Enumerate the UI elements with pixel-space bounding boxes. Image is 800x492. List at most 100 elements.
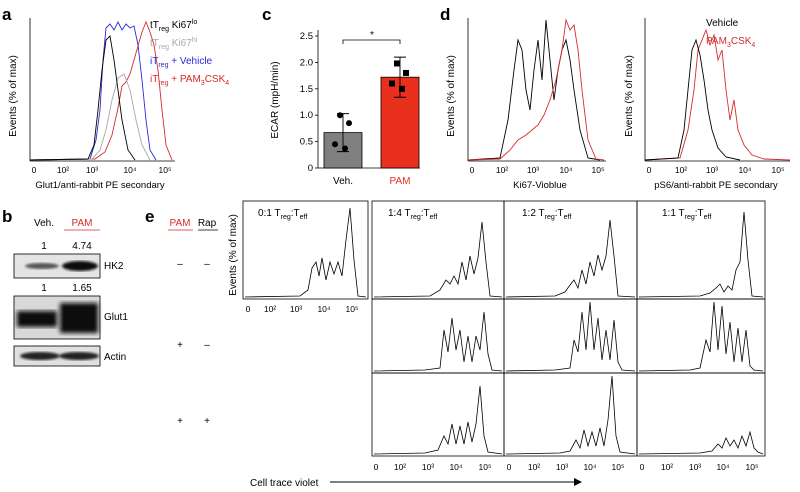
- hk2-value-veh: 1: [41, 241, 47, 252]
- legend-itreg-pam: iTreg + PAM3CSK4: [150, 74, 229, 87]
- column-header-pam: PAM: [170, 218, 191, 229]
- tick-label: 10⁵: [159, 165, 172, 175]
- hist-ki67-vehicle: [467, 19, 601, 161]
- row3-pam: +: [177, 416, 183, 427]
- row2-pam: +: [177, 340, 183, 351]
- panel-a-xlabel: Glut1/anti-rabbit PE secondary: [35, 180, 165, 191]
- hist-ps6-vehicle: [644, 38, 741, 161]
- tick-label: 0: [374, 462, 379, 472]
- tick-label: 10²: [675, 165, 687, 175]
- glut1-value-pam: 1.65: [72, 283, 92, 294]
- hk2-value-pam: 4.74: [72, 241, 92, 252]
- panel-e-xlabel: Cell trace violet: [250, 478, 319, 489]
- panel-c-xlabels: Veh. PAM: [333, 176, 410, 187]
- panel-a-ylabel: Events (% of max): [8, 55, 19, 137]
- glut1-value-veh: 1: [41, 283, 47, 294]
- panel-e-ylabel: Events (% of max): [228, 214, 239, 296]
- tick-label: 10³: [706, 165, 718, 175]
- hist-ki67-pam: [467, 18, 605, 161]
- column-title-1-1: 1:1 Treg:Teff: [662, 208, 711, 221]
- hist-e-1-2-r3: [505, 375, 636, 455]
- data-point: [337, 112, 343, 119]
- tick-label: 10²: [661, 462, 673, 472]
- tick-label: 0: [507, 462, 512, 472]
- legend-ttreg-ki67lo: tTreg Ki67lo: [150, 19, 197, 33]
- legend-vehicle: Vehicle: [706, 18, 739, 29]
- hist-e-1-1-r3: [638, 430, 764, 455]
- column-title-0-1: 0:1 Treg:Teff: [258, 208, 307, 221]
- tick-label: 10³: [527, 165, 539, 175]
- tick-label: 10³: [290, 304, 302, 314]
- tick-label: 10³: [556, 462, 568, 472]
- panel-label-a: a: [2, 5, 12, 24]
- hist-e-1-4-r1: [373, 221, 503, 298]
- ytick-label: 2.0: [300, 57, 313, 68]
- panel-c-ylabel: ECAR (mpH/min): [270, 61, 281, 138]
- panel-c-marks: [323, 56, 420, 169]
- ytick-label: 1.5: [300, 84, 313, 95]
- band-label-actin: Actin: [104, 352, 126, 363]
- data-point: [394, 60, 400, 67]
- hist-e-0-1: [244, 207, 367, 298]
- row1-pam: –: [177, 259, 183, 270]
- tick-label: 0: [640, 462, 645, 472]
- tick-label: 10⁵: [346, 304, 359, 314]
- hist-itreg-pam: [29, 20, 173, 161]
- category-label: PAM: [390, 176, 411, 187]
- panel-e-grid: [242, 200, 766, 457]
- panel-e-col0-xticks: 0 10² 10³ 10⁴ 10⁵: [246, 304, 359, 314]
- tick-label: 10⁴: [716, 462, 729, 472]
- legend-pam3csk4: PAM3CSK4: [706, 36, 755, 49]
- panel-a-xticks: 0 10² 10³ 10⁴ 10⁵: [32, 165, 172, 175]
- tick-label: 10²: [264, 304, 276, 314]
- panel-c: c ECAR (mpH/min) 0 0.5 1.0 1.5 2.0 2.5 Veh. PA…: [262, 5, 420, 187]
- ytick-label: 0: [308, 163, 313, 174]
- ytick-label: 0.5: [300, 137, 313, 148]
- row2-rap: –: [204, 340, 210, 351]
- panel-e: e PAM Rap – – + – + + Events (% of max) …: [145, 200, 766, 489]
- hist-e-1-4-r2: [373, 311, 503, 372]
- tick-label: 10³: [422, 462, 434, 472]
- tick-label: 10⁴: [449, 462, 462, 472]
- hist-ps6-pam: [644, 28, 791, 161]
- significance-star: *: [370, 30, 374, 41]
- panel-d-ylabel-1: Events (% of max): [446, 55, 457, 137]
- column-title-1-4: 1:4 Treg:Teff: [388, 208, 437, 221]
- tick-label: 0: [32, 165, 37, 175]
- lane-label-veh: Veh.: [34, 218, 54, 229]
- panel-a-legend: tTreg Ki67lo tTreg Ki67hi iTreg + Vehicl…: [150, 19, 229, 87]
- tick-label: 10⁵: [612, 462, 625, 472]
- tick-label: 10³: [86, 165, 98, 175]
- hist-e-1-1-r1: [638, 211, 764, 298]
- row1-rap: –: [204, 259, 210, 270]
- panel-label-c: c: [262, 5, 271, 24]
- tick-label: 0: [647, 165, 652, 175]
- data-point: [332, 141, 338, 148]
- panel-label-e: e: [145, 207, 154, 226]
- panel-d-xlabel-2: pS6/anti-rabbit PE secondary: [654, 180, 778, 191]
- tick-label: 10⁵: [592, 165, 605, 175]
- tick-label: 10⁴: [123, 165, 136, 175]
- tick-label: 10⁵: [746, 462, 759, 472]
- hist-itreg-vehicle: [29, 20, 157, 161]
- hist-ttreg-ki67lo: [29, 35, 136, 161]
- panel-d: d Events (% of max) 0 10² 10³ 10⁴ 10⁵ Ki…: [440, 5, 791, 191]
- ytick-label: 1.0: [300, 110, 313, 121]
- column-header-rap: Rap: [198, 218, 217, 229]
- tick-label: 10⁴: [738, 165, 751, 175]
- panel-a: a Events (% of max) 0 10² 10³ 10⁴ 10⁵ Gl…: [2, 5, 229, 191]
- tick-label: 10⁴: [317, 304, 330, 314]
- tick-label: 10⁴: [583, 462, 596, 472]
- tick-label: 10²: [394, 462, 406, 472]
- ytick-label: 2.5: [300, 31, 313, 42]
- lane-label-pam: PAM: [72, 218, 93, 229]
- row3-rap: +: [204, 416, 210, 427]
- panel-b: b Veh. PAM 1 4.74 HK2 1 1.65 Glut1 Actin: [2, 207, 128, 367]
- panel-d-ylabel-2: Events (% of max): [624, 55, 635, 137]
- tick-label: 10²: [57, 165, 69, 175]
- column-title-1-2: 1:2 Treg:Teff: [522, 208, 571, 221]
- data-point: [389, 80, 395, 87]
- tick-label: 10²: [496, 165, 508, 175]
- tick-label: 0: [246, 304, 251, 314]
